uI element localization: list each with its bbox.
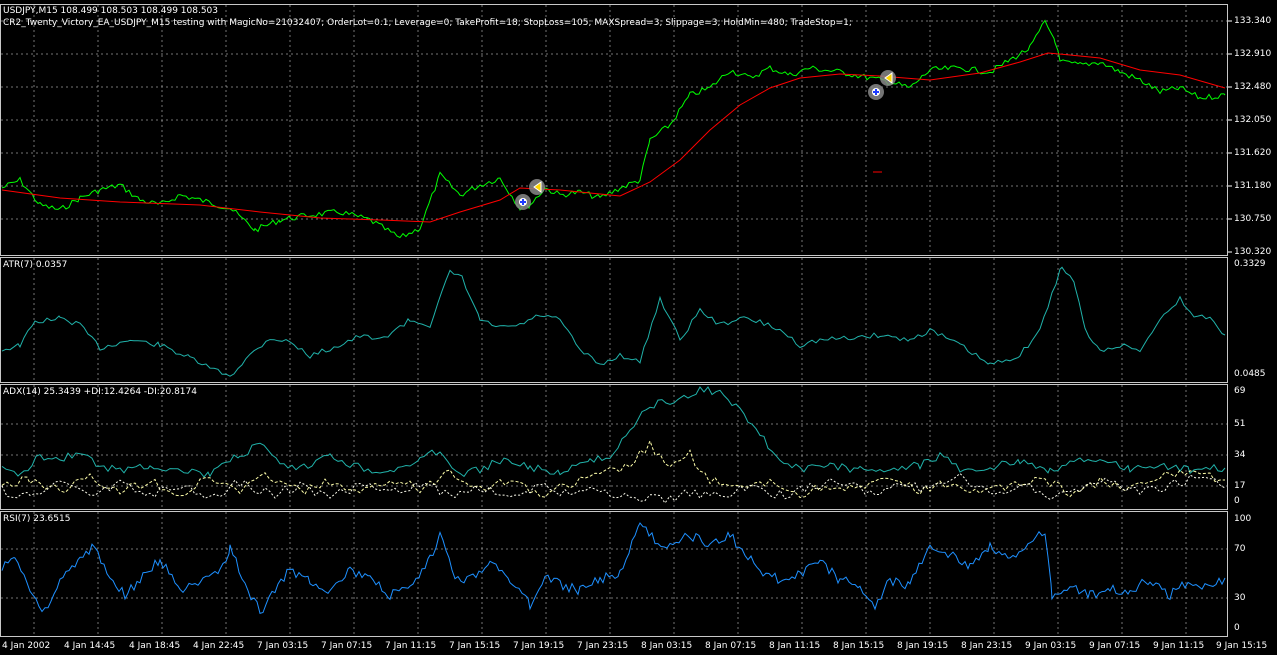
time-axis-label: 8 Jan 03:15	[641, 641, 693, 651]
rsi-axis-label: 30	[1234, 593, 1246, 603]
buy-arrow-icon	[520, 199, 526, 205]
symbol-line: USDJPY,M15 108.499 108.503 108.499 108.5…	[3, 6, 219, 16]
rsi-line	[1, 522, 1226, 615]
minus-di-line	[1, 472, 1226, 504]
main-chart-pane[interactable]	[0, 4, 1228, 256]
close-arrow-icon	[533, 181, 542, 193]
adx-axis-label: 51	[1234, 419, 1246, 429]
time-axis-label: 8 Jan 11:15	[769, 641, 821, 651]
adx-axis-label: 17	[1234, 481, 1246, 491]
price-axis-label: 130.320	[1234, 247, 1272, 257]
time-axis-label: 4 Jan 18:45	[129, 641, 181, 651]
plus-di-line	[1, 439, 1225, 499]
rsi-axis-label: 100	[1234, 514, 1252, 524]
atr-label: ATR(7) 0.0357	[3, 260, 68, 270]
time-axis-label: 7 Jan 07:15	[321, 641, 373, 651]
time-axis-label: 9 Jan 07:15	[1089, 641, 1141, 651]
time-axis-label: 7 Jan 03:15	[257, 641, 309, 651]
price-axis-label: 133.340	[1234, 16, 1272, 26]
price-line	[1, 19, 1226, 239]
atr-line	[1, 266, 1226, 377]
price-axis-label: 131.620	[1234, 148, 1272, 158]
adx-axis-label: 0	[1234, 496, 1240, 506]
adx-label: ADX(14) 25.3439 +DI:12.4264 -DI:20.8174	[3, 387, 197, 397]
atr-axis-label: 0.3329	[1234, 259, 1266, 269]
time-axis-label: 7 Jan 19:15	[513, 641, 565, 651]
time-axis-label: 9 Jan 15:15	[1216, 641, 1268, 651]
rsi-axis-label: 70	[1234, 544, 1246, 554]
time-axis-label: 7 Jan 23:15	[577, 641, 629, 651]
rsi-label: RSI(7) 23.6515	[3, 514, 71, 524]
time-axis-label: 8 Jan 07:15	[705, 641, 757, 651]
atr-axis-label: 0.0485	[1234, 369, 1266, 379]
time-axis-label: 4 Jan 2002	[2, 641, 51, 651]
time-axis-label: 9 Jan 11:15	[1153, 641, 1205, 651]
price-axis-label: 132.480	[1234, 82, 1272, 92]
price-axis-label: 131.180	[1234, 181, 1272, 191]
atr-pane[interactable]	[0, 257, 1228, 383]
adx-pane[interactable]	[0, 384, 1228, 510]
rsi-pane[interactable]	[0, 511, 1228, 637]
close-arrow-icon	[884, 72, 893, 84]
time-axis-label: 7 Jan 11:15	[385, 641, 437, 651]
ea-info-line: CR2_Twenty_Victory_EA_USDJPY_M15 testing…	[3, 18, 852, 28]
rsi-axis-label: 0	[1234, 623, 1240, 633]
adx-line	[1, 386, 1226, 478]
time-axis-label: 8 Jan 19:15	[897, 641, 949, 651]
time-axis-label: 9 Jan 03:15	[1025, 641, 1077, 651]
time-axis-label: 8 Jan 23:15	[961, 641, 1013, 651]
time-axis-label: 4 Jan 14:45	[64, 641, 116, 651]
buy-arrow-icon	[873, 89, 879, 95]
time-axis-label: 8 Jan 15:15	[833, 641, 885, 651]
adx-axis-label: 34	[1234, 450, 1246, 460]
time-axis-label: 7 Jan 15:15	[449, 641, 501, 651]
price-axis-label: 132.910	[1234, 49, 1272, 59]
time-axis-label: 4 Jan 22:45	[193, 641, 245, 651]
price-axis-label: 130.750	[1234, 214, 1272, 224]
adx-axis-label: 69	[1234, 386, 1246, 396]
moving-average-line	[1, 52, 1226, 223]
price-axis-label: 132.050	[1234, 115, 1272, 125]
